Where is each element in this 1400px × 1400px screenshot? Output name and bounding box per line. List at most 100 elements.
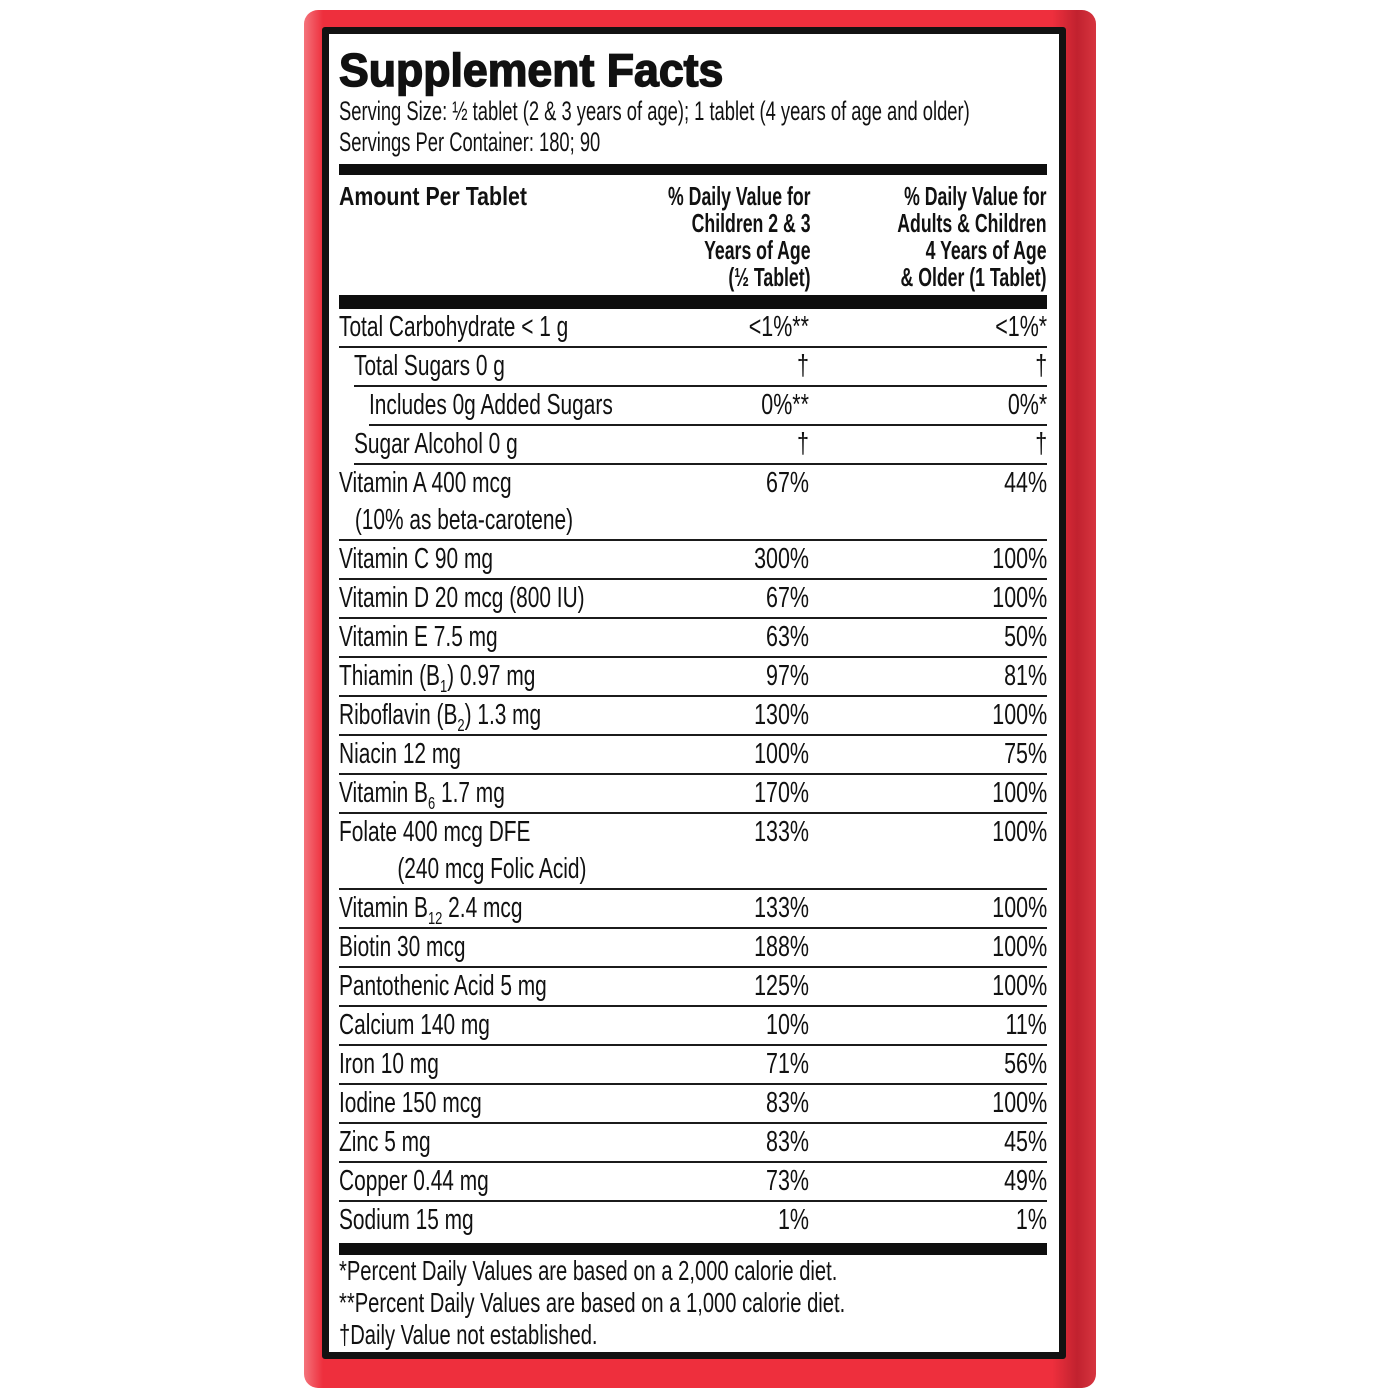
nutrient-name: Iron 10 mg xyxy=(339,1048,439,1080)
nutrient-name: Vitamin A 400 mcg xyxy=(339,467,512,499)
table-row: Vitamin C 90 mg 300% 100% xyxy=(339,541,1047,580)
table-row: Pantothenic Acid 5 mg 125% 100% xyxy=(339,968,1047,1007)
adults-dv-value: 81% xyxy=(1004,660,1047,692)
table-row: Vitamin E 7.5 mg 63% 50% xyxy=(339,619,1047,658)
nutrient-name: Sugar Alcohol 0 g xyxy=(354,428,518,460)
subscript: 12 xyxy=(427,907,443,928)
servings-per-container-text: Servings Per Container: 180; 90 xyxy=(339,127,601,157)
nutrient-name: Niacin 12 mg xyxy=(339,738,461,770)
table-row: Sugar Alcohol 0 g † † xyxy=(339,426,1047,465)
table-row: Folate 400 mcg DFE (240 mcg Folic Acid) 13… xyxy=(339,814,1047,890)
children-dv-value: 97% xyxy=(766,660,809,692)
adults-dv-value: 100% xyxy=(992,543,1047,575)
children-dv-value: 73% xyxy=(766,1165,809,1197)
nutrient-name: Vitamin E 7.5 mg xyxy=(339,621,498,653)
adults-dv-value: 100% xyxy=(992,892,1047,924)
subscript: 6 xyxy=(427,792,436,813)
serving-size: Serving Size: ½ tablet (2 & 3 years of a… xyxy=(339,96,1047,127)
children-dv-value: <1%** xyxy=(748,311,809,343)
children-dv-value: 188% xyxy=(754,931,809,963)
adults-dv-value: 50% xyxy=(1004,621,1047,653)
children-dv-value: 133% xyxy=(754,816,809,848)
nutrient-name: Vitamin B12 2.4 mcg xyxy=(339,892,523,928)
nutrient-name: Riboflavin (B2) 1.3 mg xyxy=(339,699,542,735)
nutrient-name: Copper 0.44 mg xyxy=(339,1165,489,1197)
nutrient-rows: Total Carbohydrate < 1 g <1%** <1%* Total S… xyxy=(339,309,1047,1241)
nutrient-name: Calcium 140 mg xyxy=(339,1009,490,1041)
nutrient-name: Total Sugars 0 g xyxy=(354,350,505,382)
adults-dv-value: 45% xyxy=(1004,1126,1047,1158)
table-row: Total Sugars 0 g † † xyxy=(339,348,1047,387)
nutrient-name-line2: (240 mcg Folic Acid) xyxy=(397,853,587,885)
footnote-1000-calorie: **Percent Daily Values are based on a 1,… xyxy=(339,1287,846,1318)
adults-dv-value: 0%* xyxy=(1007,389,1047,421)
column-header-adults-dv: % Daily Value for Adults & Children 4 Ye… xyxy=(897,181,1047,292)
subscript: 2 xyxy=(457,714,465,735)
serving-size-text: Serving Size: ½ tablet (2 & 3 years of a… xyxy=(339,96,970,126)
children-dv-value: † xyxy=(797,350,809,382)
table-row: Sodium 15 mg 1% 1% xyxy=(339,1202,1047,1241)
children-dv-value: 83% xyxy=(766,1126,809,1158)
adults-dv-value: 11% xyxy=(1005,1009,1047,1041)
supplement-facts-title: Supplement Facts xyxy=(338,43,724,97)
divider-bar-header xyxy=(339,295,1047,309)
adults-dv-value: 100% xyxy=(992,699,1047,731)
children-dv-value: 130% xyxy=(754,699,809,731)
table-row: Total Carbohydrate < 1 g <1%** <1%* xyxy=(339,309,1047,348)
column-header-children-dv: % Daily Value for Children 2 & 3 Years o… xyxy=(668,181,811,292)
divider-bar-top xyxy=(339,164,1047,175)
children-dv-value: 10% xyxy=(766,1009,809,1041)
servings-per-container: Servings Per Container: 180; 90 xyxy=(339,127,1047,158)
nutrient-name: Iodine 150 mcg xyxy=(339,1087,482,1119)
adults-dv-value: 100% xyxy=(992,1087,1047,1119)
children-dv-value: 67% xyxy=(766,467,809,499)
nutrient-name: Zinc 5 mg xyxy=(339,1126,431,1158)
table-row: Calcium 140 mg 10% 11% xyxy=(339,1007,1047,1046)
children-dv-value: 133% xyxy=(754,892,809,924)
children-dv-value: 170% xyxy=(754,777,809,809)
children-dv-value: 63% xyxy=(766,621,809,653)
table-row: Vitamin B12 2.4 mcg 133% 100% xyxy=(339,890,1047,929)
nutrient-name: Total Carbohydrate < 1 g xyxy=(339,311,569,343)
children-dv-value: 100% xyxy=(754,738,809,770)
children-dv-value: 71% xyxy=(766,1048,809,1080)
footnote-2000-calorie: *Percent Daily Values are based on a 2,0… xyxy=(339,1255,838,1286)
adults-dv-value: 100% xyxy=(992,816,1047,848)
nutrient-name: Sodium 15 mg xyxy=(339,1204,474,1236)
footnote-daily-value: †Daily Value not established. xyxy=(339,1319,598,1350)
adults-dv-value: 100% xyxy=(992,777,1047,809)
table-row: Zinc 5 mg 83% 45% xyxy=(339,1124,1047,1163)
adults-dv-value: 75% xyxy=(1004,738,1047,770)
children-dv-value: 1% xyxy=(777,1204,809,1236)
children-dv-value: 300% xyxy=(754,543,809,575)
table-row: Copper 0.44 mg 73% 49% xyxy=(339,1163,1047,1202)
adults-dv-value: 100% xyxy=(992,931,1047,963)
adults-dv-value: <1%* xyxy=(995,311,1047,343)
children-dv-value: 67% xyxy=(766,582,809,614)
nutrient-name: Folate 400 mcg DFE xyxy=(339,816,531,848)
adults-dv-value: 1% xyxy=(1015,1204,1047,1236)
adults-dv-value: 49% xyxy=(1004,1165,1047,1197)
adults-dv-value: † xyxy=(1035,428,1047,460)
adults-dv-value: 44% xyxy=(1004,467,1047,499)
subscript: 1 xyxy=(439,675,448,696)
adults-dv-value: 56% xyxy=(1004,1048,1047,1080)
table-row: Iodine 150 mcg 83% 100% xyxy=(339,1085,1047,1124)
children-dv-value: 125% xyxy=(754,970,809,1002)
table-row: Vitamin B6 1.7 mg 170% 100% xyxy=(339,775,1047,814)
adults-dv-value: 100% xyxy=(992,582,1047,614)
supplement-facts-panel: Supplement Facts Serving Size: ½ tablet … xyxy=(322,27,1066,1359)
nutrient-name: Vitamin C 90 mg xyxy=(339,543,493,575)
table-row: Niacin 12 mg 100% 75% xyxy=(339,736,1047,775)
nutrient-name: Biotin 30 mcg xyxy=(339,931,466,963)
nutrient-name: Includes 0g Added Sugars xyxy=(369,389,613,421)
table-row: Vitamin D 20 mcg (800 IU) 67% 100% xyxy=(339,580,1047,619)
nutrient-name: Vitamin D 20 mcg (800 IU) xyxy=(339,582,585,614)
adults-dv-value: † xyxy=(1035,350,1047,382)
nutrient-name: Vitamin B6 1.7 mg xyxy=(339,777,505,813)
divider-bar-bottom xyxy=(339,1243,1047,1255)
nutrient-name: Thiamin (B1) 0.97 mg xyxy=(339,660,536,696)
nutrient-name: Pantothenic Acid 5 mg xyxy=(339,970,547,1002)
table-row: Vitamin A 400 mcg (10% as beta-carotene) 6… xyxy=(339,465,1047,541)
table-row: Includes 0g Added Sugars 0%** 0%* xyxy=(339,387,1047,426)
